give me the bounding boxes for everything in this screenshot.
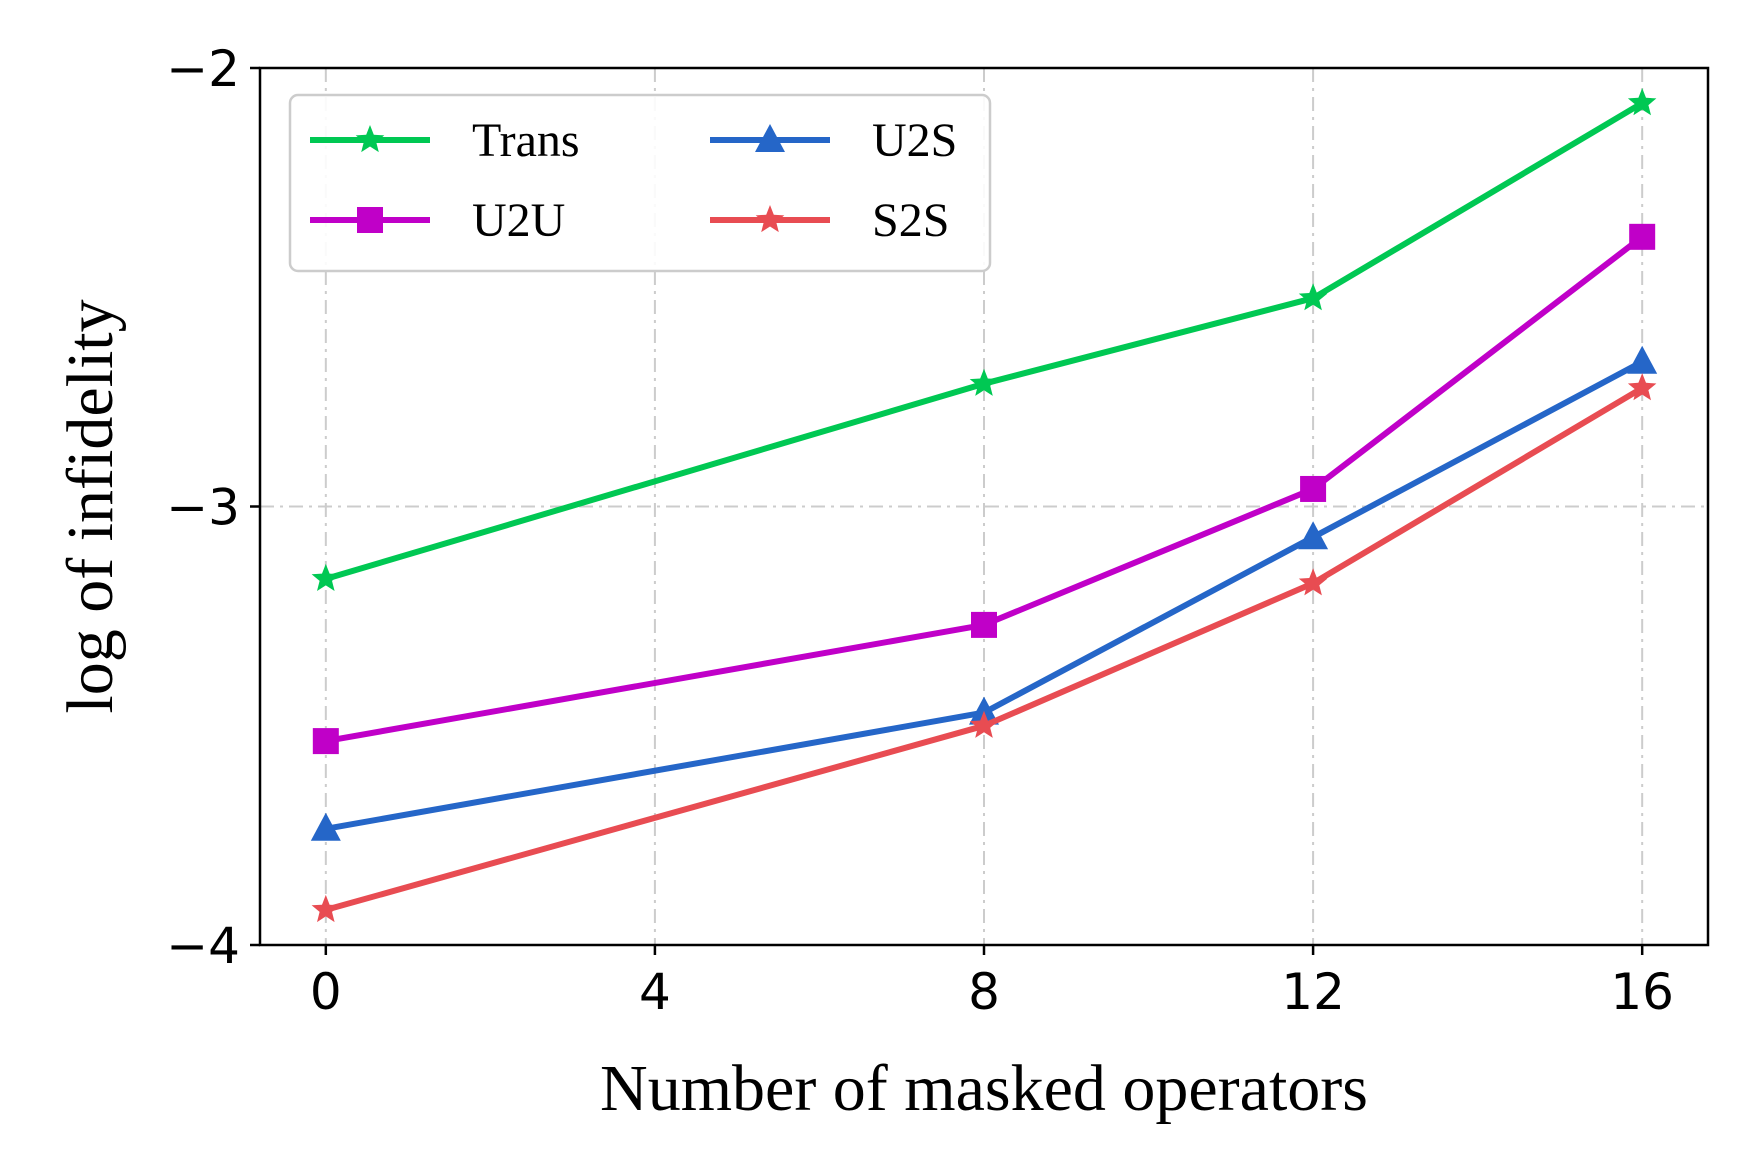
legend-item-s2s: S2S <box>710 194 949 247</box>
data-point-trans-1 <box>969 368 999 396</box>
series-s2s <box>311 373 1657 923</box>
legend-label-u2s: U2S <box>872 114 957 167</box>
data-point-u2s-3 <box>1627 345 1658 374</box>
y-tick-label-0: −4 <box>166 917 240 975</box>
legend-item-trans: Trans <box>310 114 580 167</box>
data-point-u2u-0 <box>312 728 339 755</box>
series-line-trans <box>324 100 1644 582</box>
y-tick-label-2: −2 <box>166 40 240 98</box>
legend-marker-u2u <box>357 207 383 233</box>
x-tick-label-1: 4 <box>639 963 671 1021</box>
x-tick-label-4: 16 <box>1610 963 1674 1021</box>
legend-marker-trans <box>355 125 385 153</box>
data-point-trans-0 <box>311 563 341 591</box>
x-tick-label-3: 12 <box>1281 963 1345 1021</box>
legend-label-trans: Trans <box>472 114 580 167</box>
series-line-u2s <box>325 359 1644 832</box>
data-point-s2s-0 <box>311 894 341 923</box>
data-point-u2s-0 <box>310 812 341 841</box>
data-point-trans-2 <box>1298 283 1328 311</box>
series-u2u <box>312 223 1656 755</box>
legend-item-u2s: U2S <box>710 114 957 167</box>
y-axis-title: log of infidelity <box>54 299 127 713</box>
series-line-u2u <box>325 234 1645 745</box>
data-point-s2s-1 <box>969 710 999 738</box>
y-tick-label-1: −3 <box>166 479 240 537</box>
data-point-u2u-1 <box>971 611 997 638</box>
legend-label-s2s: S2S <box>872 194 949 247</box>
legend-label-u2u: U2U <box>472 194 565 247</box>
data-point-trans-3 <box>1627 88 1657 116</box>
legend-marker-u2s <box>755 124 785 152</box>
data-point-s2s-2 <box>1298 568 1328 596</box>
series-trans <box>311 88 1657 591</box>
legend-marker-s2s <box>755 205 785 233</box>
x-axis-title: Number of masked operators <box>600 1052 1368 1125</box>
data-point-u2u-2 <box>1300 475 1327 502</box>
legend: Trans U2S U2U S2S <box>288 93 992 273</box>
series-line-s2s <box>324 385 1644 913</box>
legend-item-u2u: U2U <box>310 194 565 247</box>
data-point-u2s-1 <box>969 696 999 725</box>
data-point-u2u-3 <box>1629 223 1656 250</box>
x-tick-label-0: 0 <box>310 963 342 1021</box>
x-tick-label-2: 8 <box>968 963 1000 1021</box>
series-lines <box>310 88 1658 923</box>
series-u2s <box>310 345 1658 841</box>
data-point-s2s-3 <box>1627 373 1657 401</box>
data-point-u2s-2 <box>1298 521 1329 550</box>
axis-ticks: 0 4 8 12 16 −4 −3 −2 <box>166 40 1674 1021</box>
